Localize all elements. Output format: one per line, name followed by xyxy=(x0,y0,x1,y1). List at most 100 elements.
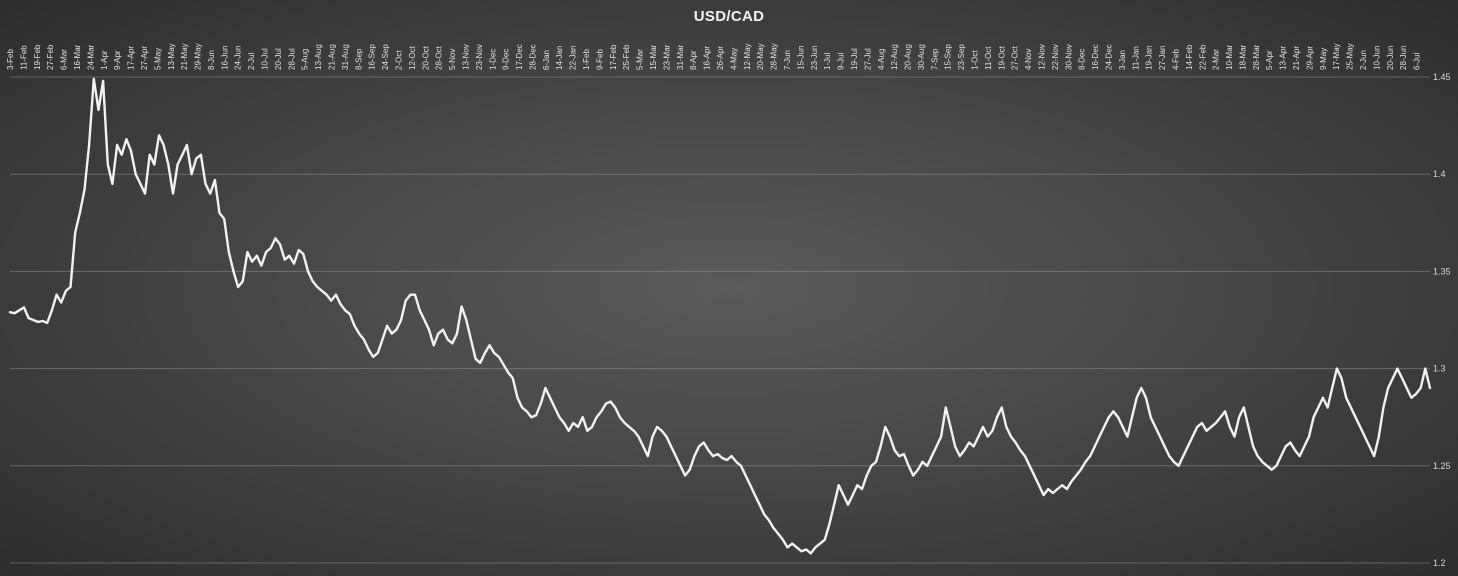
x-tick-label: 6-Jan xyxy=(542,50,551,70)
x-tick-label: 1-Jul xyxy=(823,52,832,70)
x-tick-label: 23-Nov xyxy=(475,44,484,70)
x-tick-label: 27-Oct xyxy=(1011,45,1020,70)
x-tick-label: 6-Jul xyxy=(1413,52,1422,70)
x-tick-label: 14-Feb xyxy=(1185,44,1194,70)
x-tick-label: 6-Mar xyxy=(60,49,69,70)
x-tick-label: 5-Apr xyxy=(1265,50,1274,70)
x-tick-label: 27-Jan xyxy=(1158,46,1167,70)
x-tick-label: 28-Dec xyxy=(529,44,538,70)
x-tick-label: 12-Oct xyxy=(408,45,417,70)
series-layer xyxy=(8,77,1432,555)
x-tick-label: 11-Oct xyxy=(984,46,993,70)
x-tick-label: 24-Sep xyxy=(381,44,390,70)
x-tick-label: 5-Mar xyxy=(636,49,645,70)
x-tick-label: 8-Sep xyxy=(354,48,363,70)
x-tick-label: 17-Dec xyxy=(515,44,524,70)
y-tick-label: 1.45 xyxy=(1433,72,1451,82)
x-tick-label: 28-May xyxy=(770,43,779,70)
x-tick-label: 19-Oct xyxy=(997,45,1006,70)
x-tick-label: 13-Nov xyxy=(462,44,471,70)
y-tick-label: 1.2 xyxy=(1433,558,1446,568)
x-tick-label: 24-Mar xyxy=(86,44,95,70)
x-tick-label: 4-Nov xyxy=(1024,49,1033,70)
x-tick-label: 5-May xyxy=(153,48,162,70)
x-tick-label: 14-Jan xyxy=(555,46,564,70)
x-tick-label: 27-Feb xyxy=(46,44,55,70)
x-tick-label: 9-May xyxy=(1319,48,1328,70)
series-line xyxy=(8,77,1432,555)
x-tick-label: 30-Nov xyxy=(1064,44,1073,70)
x-tick-label: 18-Mar xyxy=(1239,44,1248,70)
x-tick-label: 23-Jun xyxy=(810,46,819,70)
x-tick-label: 4-Aug xyxy=(877,49,886,70)
x-tick-label: 5-Nov xyxy=(448,49,457,70)
x-tick-label: 2-Jun xyxy=(1359,50,1368,70)
x-tick-label: 20-Aug xyxy=(904,44,913,70)
x-tick-label: 11-Feb xyxy=(19,45,28,70)
x-tick-label: 16-Jun xyxy=(220,46,229,70)
x-tick-label: 13-May xyxy=(167,43,176,70)
y-tick-label: 1.4 xyxy=(1433,169,1446,179)
x-tick-label: 16-Dec xyxy=(1091,44,1100,70)
x-tick-label: 16-Apr xyxy=(703,46,712,70)
y-tick-label: 1.35 xyxy=(1433,266,1451,276)
x-tick-label: 2-Oct xyxy=(395,50,404,70)
x-tick-label: 23-Sep xyxy=(957,44,966,70)
x-tick-label: 29-May xyxy=(194,43,203,70)
x-tick-label: 12-Aug xyxy=(890,44,899,70)
x-tick-label: 17-Feb xyxy=(609,44,618,70)
x-tick-label: 28-Oct xyxy=(435,45,444,70)
y-tick-label: 1.3 xyxy=(1433,364,1446,374)
x-tick-label: 9-Dec xyxy=(502,49,511,70)
x-tick-label: 1-Feb xyxy=(582,49,591,70)
chart-title: USD/CAD xyxy=(693,8,765,25)
x-tick-label: 13-Apr xyxy=(1279,46,1288,70)
x-tick-label: 16-Mar xyxy=(73,44,82,70)
x-tick-label: 5-Aug xyxy=(301,49,310,70)
x-tick-label: 12-May xyxy=(743,43,752,70)
x-tick-label: 21-Apr xyxy=(1292,46,1301,70)
x-tick-label: 9-Apr xyxy=(113,50,122,70)
x-tick-label: 10-Mar xyxy=(1225,44,1234,70)
x-tick-label: 12-Nov xyxy=(1038,44,1047,70)
x-tick-label: 27-Apr xyxy=(140,46,149,70)
x-tick-label: 21-Aug xyxy=(328,44,337,70)
x-tick-label: 10-Jul xyxy=(261,48,270,70)
x-tick-label: 31-Mar xyxy=(676,44,685,70)
x-tick-label: 17-Apr xyxy=(127,46,136,70)
x-tick-label: 28-Jul xyxy=(287,48,296,70)
x-tick-label: 22-Jan xyxy=(569,46,578,70)
x-tick-label: 22-Feb xyxy=(1198,44,1207,70)
x-tick-label: 20-Jun xyxy=(1386,46,1395,70)
x-tick-label: 19-Jan xyxy=(1145,46,1154,70)
x-tick-label: 8-Dec xyxy=(1078,49,1087,70)
x-tick-label: 27-Jul xyxy=(863,48,872,70)
x-tick-label: 3-Jan xyxy=(1118,50,1127,70)
y-tick-label: 1.25 xyxy=(1433,461,1451,471)
x-tick-label: 4-May xyxy=(729,48,738,70)
x-tick-label: 7-Sep xyxy=(930,48,939,70)
x-tick-label: 4-Feb xyxy=(1172,49,1181,70)
x-tick-label: 1-Apr xyxy=(100,50,109,70)
y-axis-tick-labels: 1.2 1.25 1.3 1.35 1.4 1.45 xyxy=(1433,72,1451,568)
x-tick-label: 25-Feb xyxy=(622,44,631,70)
x-tick-label: 17-May xyxy=(1332,43,1341,70)
x-tick-label: 9-Jul xyxy=(837,52,846,70)
x-tick-label: 1-Dec xyxy=(488,49,497,70)
x-tick-label: 28-Mar xyxy=(1252,44,1261,70)
x-tick-label: 11-Jan xyxy=(1131,46,1140,70)
x-tick-label: 19-Jul xyxy=(850,48,859,70)
x-tick-label: 3-Feb xyxy=(6,49,15,70)
x-tick-label: 24-Jun xyxy=(234,46,243,70)
x-tick-label: 22-Nov xyxy=(1051,44,1060,70)
x-tick-label: 2-Mar xyxy=(1212,49,1221,70)
x-tick-label: 23-Mar xyxy=(662,44,671,70)
x-tick-label: 20-May xyxy=(756,43,765,70)
x-tick-label: 15-Sep xyxy=(944,44,953,70)
x-tick-label: 2-Jul xyxy=(247,52,256,70)
x-tick-label: 29-Apr xyxy=(1305,46,1314,70)
x-tick-label: 21-May xyxy=(180,43,189,70)
x-axis-tick-labels: 3-Feb 11-Feb 19-Feb 27-Feb 6-Mar 16-Mar 24-Mar… xyxy=(6,43,1422,70)
x-tick-label: 9-Feb xyxy=(595,49,604,70)
